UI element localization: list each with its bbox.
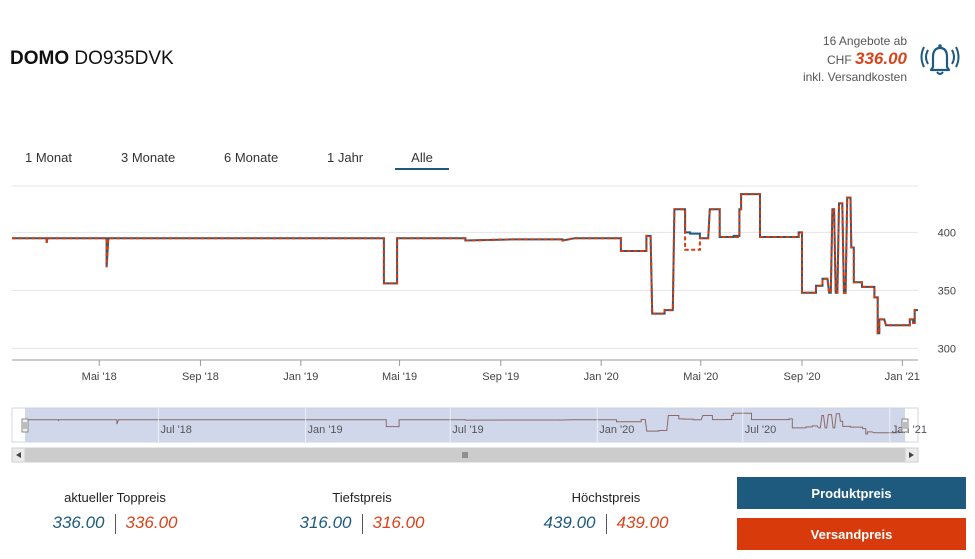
stat-shipping-value: 316.00 — [372, 513, 425, 532]
navigator-tick-label: Jan '19 — [308, 424, 343, 436]
price-alert-bell-icon[interactable] — [920, 40, 960, 80]
navigator-handle-left[interactable] — [21, 418, 29, 433]
tab-all[interactable]: Alle — [395, 150, 449, 170]
x-tick-label: Sep '20 — [783, 371, 820, 383]
arrow-left-icon — [16, 452, 21, 458]
x-tick-label: Mai '19 — [382, 371, 417, 383]
x-tick-label: Sep '18 — [182, 371, 219, 383]
stat-label: Tiefstpreis — [332, 490, 392, 505]
brand-name: DOMO — [10, 48, 70, 69]
x-tick-label: Jan '21 — [885, 371, 920, 383]
tab-1-year[interactable]: 1 Jahr — [327, 150, 364, 165]
stat-label: Höchstpreis — [571, 490, 641, 505]
stat-label: aktueller Toppreis — [64, 490, 166, 505]
x-tick-label: Jan '20 — [584, 371, 619, 383]
navigator-tick-label: Jan '20 — [599, 424, 634, 436]
product-price-button[interactable]: Produktpreis — [737, 477, 966, 509]
shipping-price-line — [12, 193, 918, 335]
range-tabs: 1 Monat 3 Monate 6 Monate 1 Jahr Alle — [0, 150, 460, 170]
best-price: 336.00 — [855, 49, 907, 68]
stat-lowest: Tiefstpreis 316.00 316.00 — [262, 490, 462, 534]
navigator-line — [25, 412, 905, 435]
navigator-selection — [25, 408, 905, 442]
offer-summary: 16 Angebote ab CHF 336.00 inkl. Versandk… — [803, 33, 907, 86]
currency-label: CHF — [826, 53, 852, 67]
stat-shipping-value: 336.00 — [125, 513, 178, 532]
x-tick-label: Jan '19 — [283, 371, 318, 383]
x-tick-label: Mai '18 — [82, 371, 117, 383]
tab-3-months[interactable]: 3 Monate — [121, 150, 176, 165]
price-history-chart: 300 350 400 Mai '18 Sep '18 Jan '19 Mai '19 Sep… — [11, 185, 956, 463]
tab-1-month[interactable]: 1 Monat — [25, 150, 72, 165]
stat-product-value: 316.00 — [299, 513, 352, 532]
navigator-handle-right[interactable] — [901, 418, 909, 433]
stat-shipping-value: 439.00 — [616, 513, 669, 532]
model-name: DO935DVK — [74, 48, 174, 69]
navigator-tick-label: Jul '20 — [745, 424, 776, 436]
shipping-price-button[interactable]: Versandpreis — [737, 518, 966, 550]
navigator-tick-label: Jan '21 — [892, 424, 927, 436]
stat-highest: Höchstpreis 439.00 439.00 — [506, 490, 706, 534]
navigator-tick-label: Jul '19 — [452, 424, 483, 436]
y-tick-label: 400 — [938, 227, 956, 239]
y-tick-label: 300 — [938, 343, 956, 355]
navigator-tick-label: Jul '18 — [160, 424, 191, 436]
product-title: DOMO DO935DVK — [10, 48, 174, 70]
tab-6-months[interactable]: 6 Monate — [224, 150, 279, 165]
stat-product-value: 439.00 — [543, 513, 596, 532]
arrow-right-icon — [909, 452, 914, 458]
y-tick-label: 350 — [938, 285, 956, 297]
shipping-note: inkl. Versandkosten — [802, 70, 907, 84]
stat-product-value: 336.00 — [52, 513, 105, 532]
x-tick-label: Sep '19 — [482, 371, 519, 383]
x-tick-label: Mai '20 — [683, 371, 718, 383]
stat-current-top: aktueller Toppreis 336.00 336.00 — [15, 490, 215, 534]
product-price-line — [12, 193, 918, 335]
offers-count: 16 Angebote ab — [822, 34, 907, 48]
